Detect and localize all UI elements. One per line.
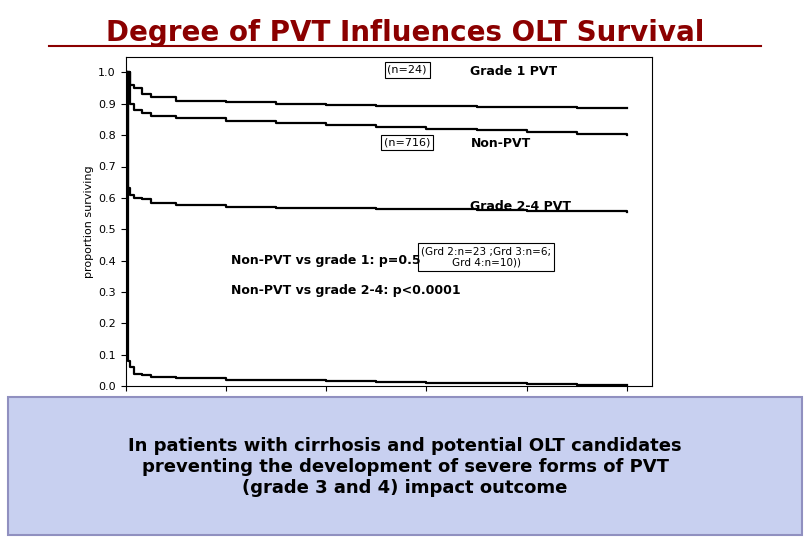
Text: (n=24): (n=24) [387, 65, 427, 75]
Text: Non-PVT: Non-PVT [471, 137, 531, 151]
Text: Grade 2-4 PVT: Grade 2-4 PVT [471, 200, 571, 213]
Text: Non-PVT vs grade 2-4: p<0.0001: Non-PVT vs grade 2-4: p<0.0001 [231, 284, 460, 297]
Text: (n=716): (n=716) [384, 137, 430, 147]
Y-axis label: proportion surviving: proportion surviving [84, 165, 94, 278]
Text: In patients with cirrhosis and potential OLT candidates
preventing the developme: In patients with cirrhosis and potential… [128, 437, 682, 497]
X-axis label: months: months [365, 411, 412, 424]
Text: Grade 1 PVT: Grade 1 PVT [471, 65, 557, 78]
Text: (Grd 2:n=23 ;Grd 3:n=6;
Grd 4:n=10)): (Grd 2:n=23 ;Grd 3:n=6; Grd 4:n=10)) [421, 246, 552, 268]
Text: Degree of PVT Influences OLT Survival: Degree of PVT Influences OLT Survival [106, 19, 704, 47]
Text: Non-PVT vs grade 1: p=0.5: Non-PVT vs grade 1: p=0.5 [231, 254, 420, 267]
